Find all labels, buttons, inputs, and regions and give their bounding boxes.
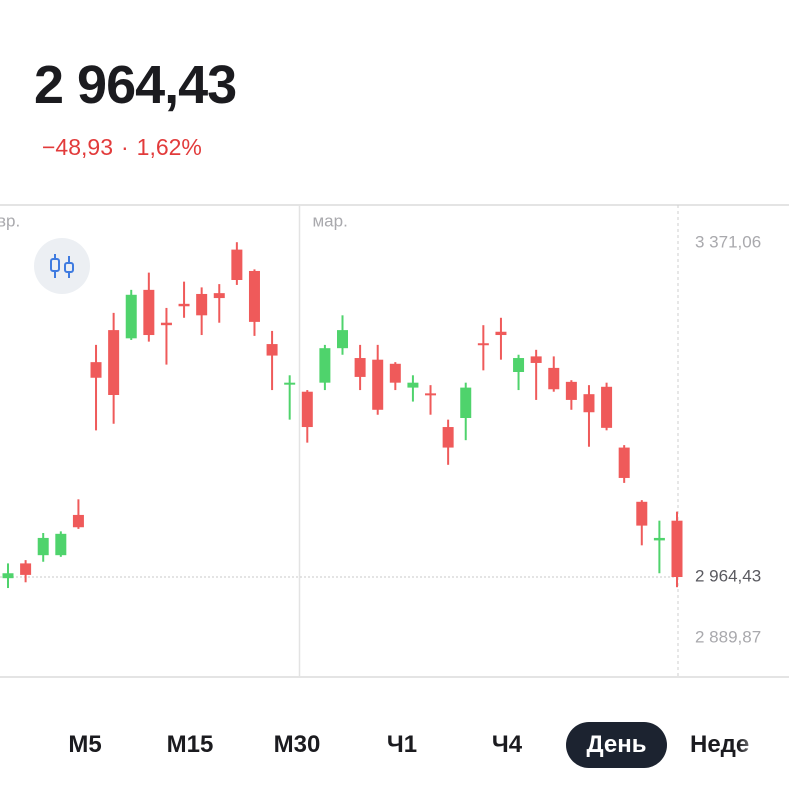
candle-body [372, 359, 384, 410]
candle-body [2, 573, 14, 579]
candle-body [213, 293, 225, 299]
y-tick-label: 2 889,87 [695, 628, 761, 647]
candle-body [354, 358, 366, 377]
candle-body [284, 382, 296, 385]
candle-body [513, 358, 525, 372]
candle-body [301, 391, 313, 428]
candle-body [460, 387, 472, 418]
candle-body [231, 249, 243, 280]
button-bg [34, 238, 90, 294]
x-tick-label: мар. [312, 211, 347, 230]
candle-body [601, 386, 613, 428]
candle-body [636, 501, 648, 526]
candle-body [565, 381, 577, 400]
candle-body [248, 270, 260, 322]
timeframe-tab[interactable]: M5 [68, 731, 102, 758]
candle-body [442, 427, 454, 448]
candle-body [477, 343, 489, 346]
candle-body [583, 394, 595, 413]
candle-body [143, 289, 155, 336]
icon [50, 258, 60, 272]
candle-body [178, 303, 190, 307]
timeframe-tab[interactable]: Ч4 [491, 731, 523, 758]
timeframe-tab[interactable]: Неде [690, 731, 750, 758]
candle-body [319, 348, 331, 383]
chart: 3 371,06 2 889,87 мар. вр. 2 964,43 [0, 204, 789, 678]
change-value: −48,93 [42, 134, 113, 160]
candle-body [389, 363, 401, 383]
candle-body [125, 294, 137, 339]
last-price-label: 2 964,43 [695, 566, 761, 585]
chart-type-button[interactable] [34, 238, 90, 294]
candle-body [196, 293, 208, 316]
candle-body [37, 537, 49, 556]
candle-body [160, 322, 172, 326]
price: 2 964,43 [34, 55, 237, 115]
candle-body [425, 393, 437, 396]
candle-body [530, 356, 542, 363]
candle-body [20, 563, 32, 575]
price-change: −48,93 · 1,62% [42, 134, 210, 161]
candle-body [407, 382, 419, 388]
icon [64, 262, 74, 273]
separator: · [121, 134, 129, 160]
candle-body [108, 330, 120, 395]
candle-body [266, 344, 278, 356]
candle-body [653, 537, 665, 541]
candle-body [90, 362, 102, 378]
candle-body [495, 331, 507, 336]
candle-body [55, 533, 67, 556]
candle-body [671, 520, 683, 578]
timeframe-tab[interactable]: M15 [166, 731, 214, 758]
timeframe-tab[interactable]: День [566, 722, 667, 768]
candle-body [72, 514, 84, 528]
candle-body [618, 447, 630, 478]
candle-body [337, 330, 348, 349]
x-tick-label: вр. [0, 211, 20, 230]
candle-body [548, 367, 560, 390]
change-percent: 1,62% [136, 134, 202, 160]
y-tick-label: 3 371,06 [695, 232, 761, 251]
timeframe-tab[interactable]: M30 [273, 731, 321, 758]
timeframe-tab[interactable]: Ч1 [386, 731, 418, 758]
